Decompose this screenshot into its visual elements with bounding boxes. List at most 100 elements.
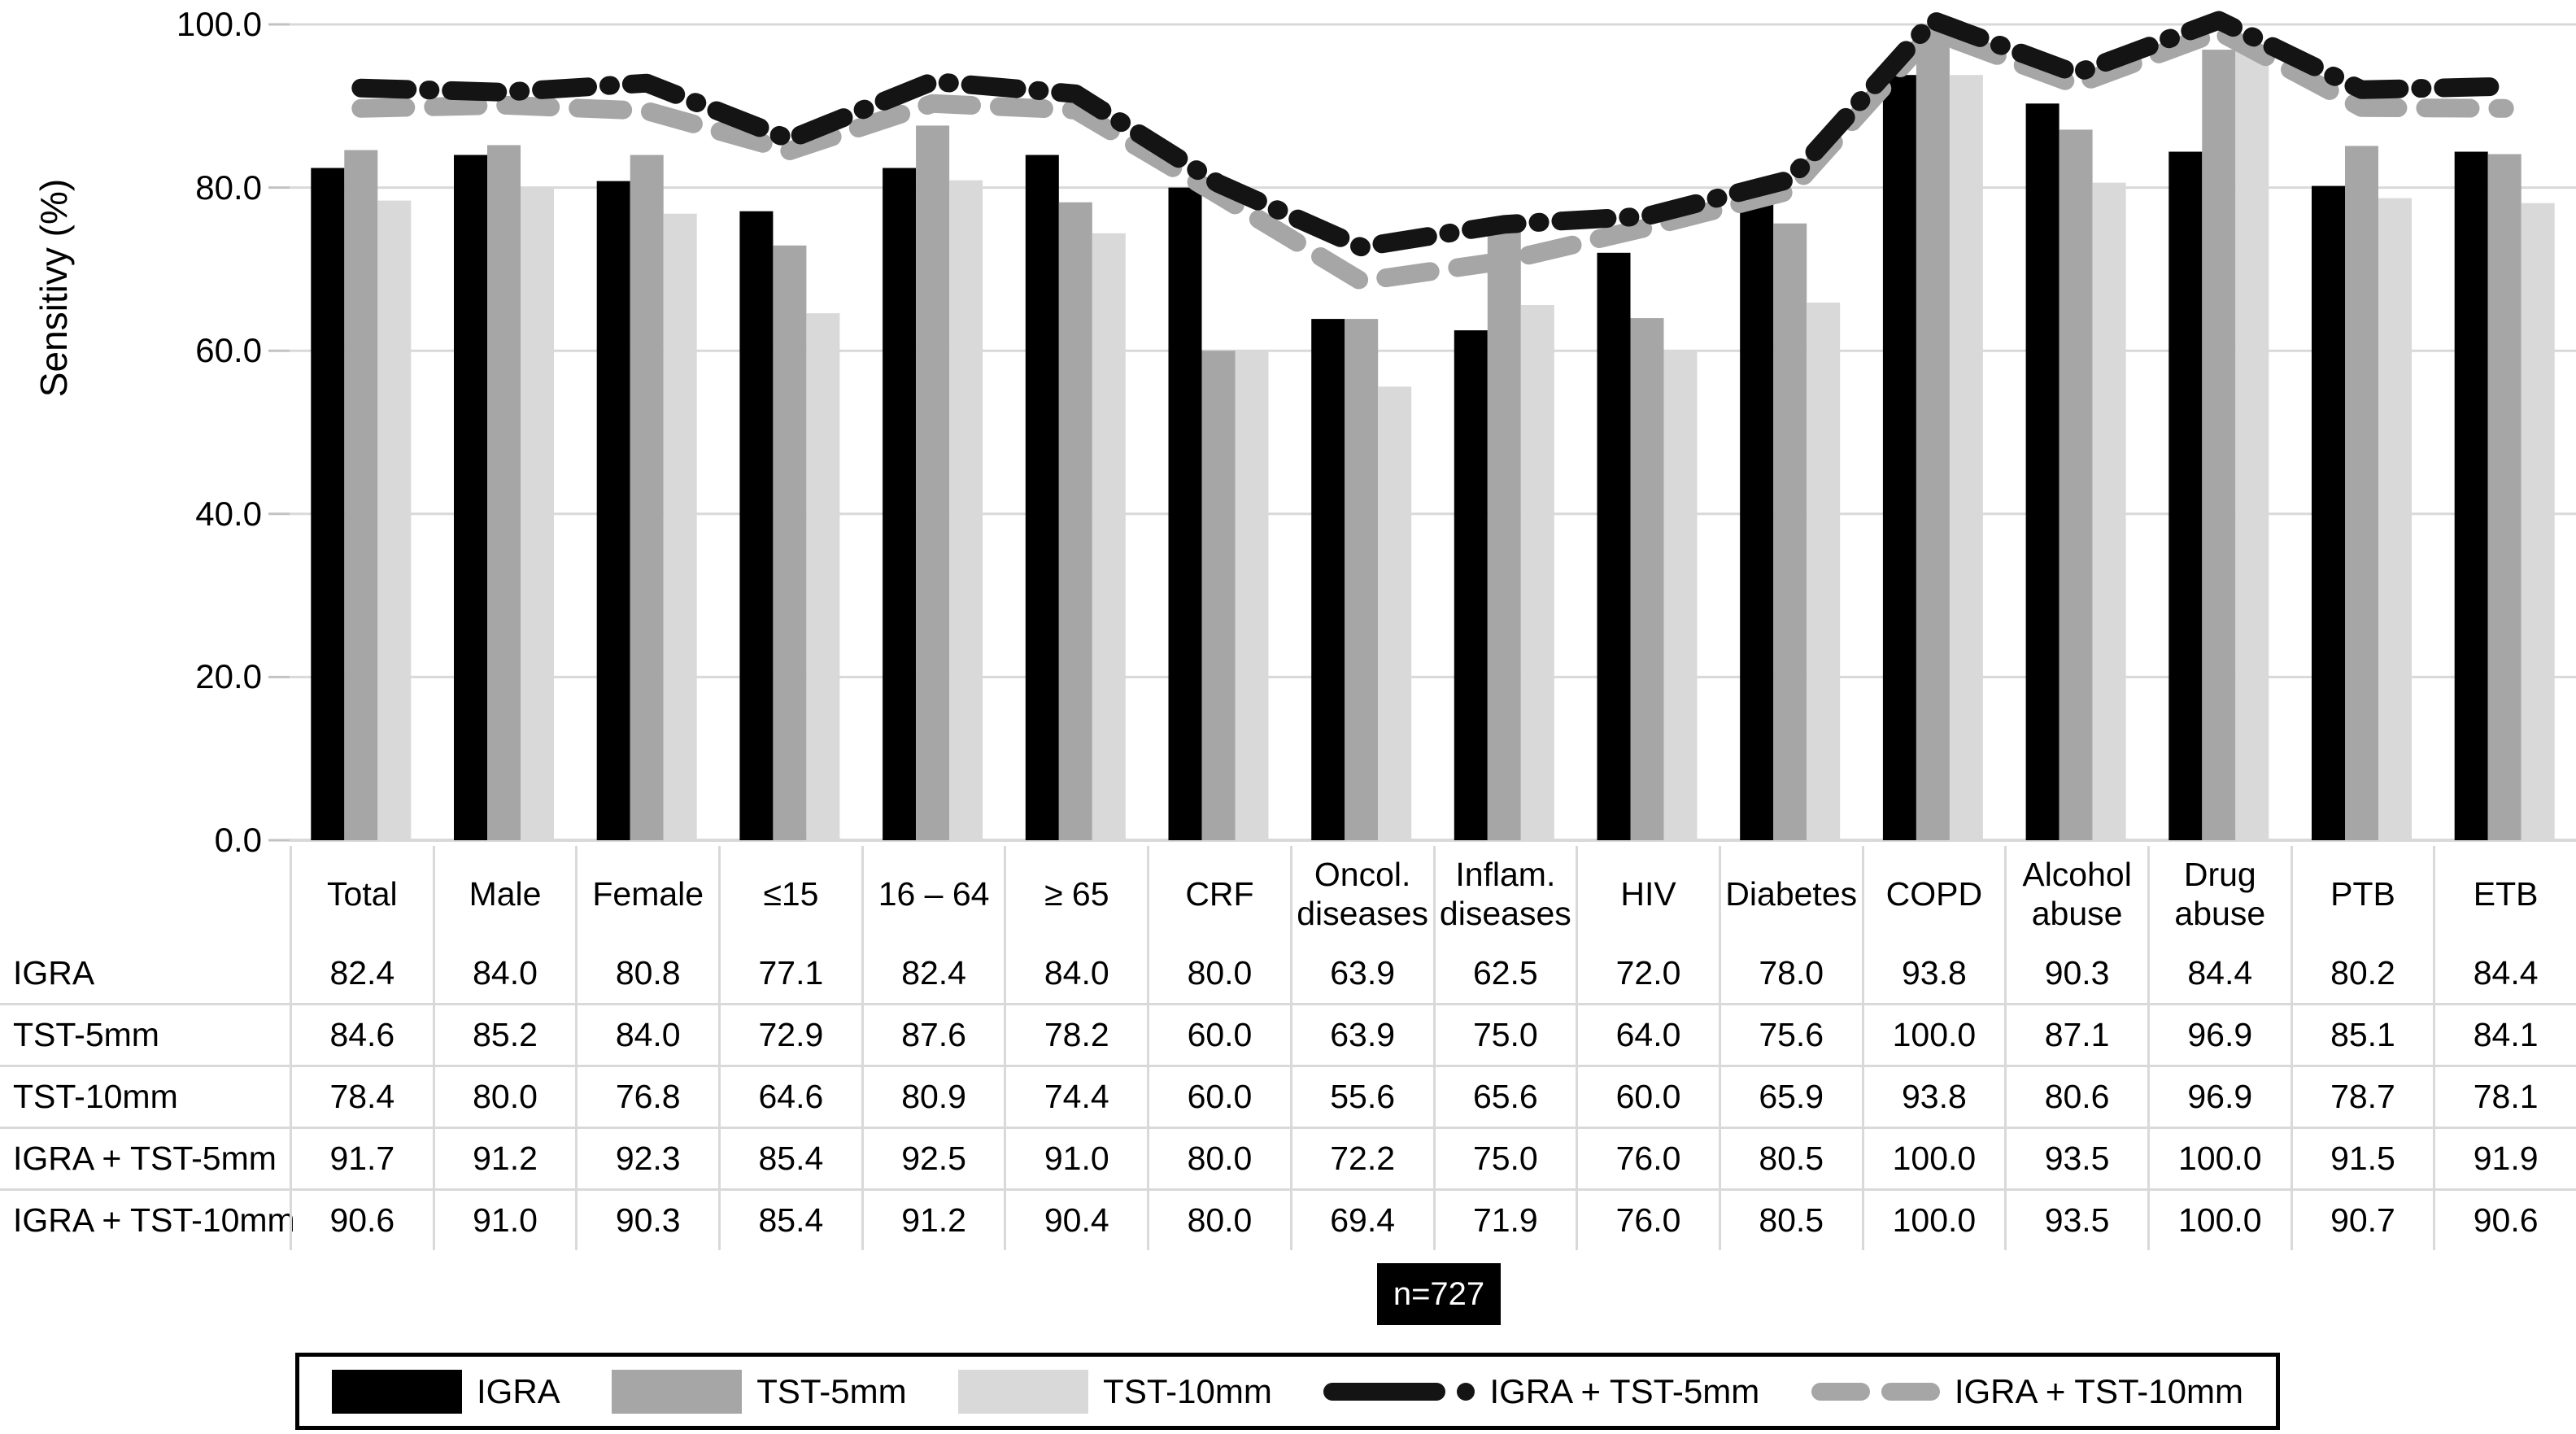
table-cell: 91.5 bbox=[2291, 1129, 2434, 1188]
legend-item-IGRA + TST-10mm: IGRA + TST-10mm bbox=[1811, 1372, 2243, 1411]
bar-TST-10mm-Diabetes bbox=[1807, 303, 1840, 840]
bar-TST-5mm-Diabetes bbox=[1773, 224, 1807, 840]
table-cell: 63.9 bbox=[1290, 944, 1433, 1003]
data-table: TotalMaleFemale≤1516 – 64≥ 65CRFOncol.di… bbox=[0, 846, 2576, 1250]
table-cell: 85.4 bbox=[718, 1191, 861, 1250]
legend-item-IGRA: IGRA bbox=[332, 1370, 560, 1414]
column-header-Diabetes: Diabetes bbox=[1719, 846, 1862, 944]
bar-TST-5mm-PTB bbox=[2345, 146, 2378, 840]
bar-IGRA-Total bbox=[311, 168, 344, 841]
table-cell: 96.9 bbox=[2147, 1005, 2291, 1065]
bar-line-chart bbox=[0, 0, 2576, 850]
table-cell: 76.0 bbox=[1576, 1191, 1719, 1250]
bar-TST-5mm-Drug abuse bbox=[2202, 50, 2235, 840]
table-cell: 78.4 bbox=[290, 1067, 433, 1127]
table-cell: 82.4 bbox=[861, 944, 1005, 1003]
figure: Sensitivy (%) 0.020.040.060.080.0100.0 T… bbox=[0, 0, 2576, 1434]
bar-IGRA-PTB bbox=[2312, 186, 2345, 840]
table-header-row: TotalMaleFemale≤1516 – 64≥ 65CRFOncol.di… bbox=[0, 846, 2576, 944]
legend-label: IGRA + TST-5mm bbox=[1489, 1372, 1759, 1411]
table-cell: 80.0 bbox=[1147, 944, 1290, 1003]
table-cell: 80.5 bbox=[1719, 1129, 1862, 1188]
bar-TST-10mm-Total bbox=[377, 201, 411, 840]
table-cell: 87.6 bbox=[861, 1005, 1005, 1065]
table-cell: 93.8 bbox=[1862, 1067, 2005, 1127]
legend-line-sample-icon bbox=[1323, 1383, 1475, 1401]
table-cell: 60.0 bbox=[1147, 1005, 1290, 1065]
table-row-IGRA + TST-5mm: IGRA + TST-5mm91.791.292.385.492.591.080… bbox=[0, 1127, 2576, 1188]
bar-IGRA-Male bbox=[454, 155, 487, 841]
legend-item-IGRA + TST-5mm: IGRA + TST-5mm bbox=[1323, 1372, 1759, 1411]
table-cell: 90.3 bbox=[575, 1191, 718, 1250]
bar-TST-10mm-Female bbox=[664, 214, 697, 840]
table-corner-cell bbox=[0, 846, 290, 944]
column-header-Drug abuse: Drugabuse bbox=[2147, 846, 2291, 944]
table-cell: 80.5 bbox=[1719, 1191, 1862, 1250]
bar-TST-10mm-Drug abuse bbox=[2235, 50, 2269, 840]
table-cell: 80.0 bbox=[1147, 1129, 1290, 1188]
bar-IGRA-Drug abuse bbox=[2168, 152, 2202, 841]
column-header-Female: Female bbox=[575, 846, 718, 944]
table-row-IGRA: IGRA82.484.080.877.182.484.080.063.962.5… bbox=[0, 944, 2576, 1003]
row-label: TST-10mm bbox=[0, 1067, 290, 1127]
table-cell: 100.0 bbox=[1862, 1191, 2005, 1250]
legend-swatch-icon bbox=[612, 1370, 742, 1414]
table-cell: 80.0 bbox=[433, 1067, 576, 1127]
bar-TST-10mm-PTB bbox=[2378, 198, 2412, 840]
sample-size-badge: n=727 bbox=[1377, 1263, 1501, 1325]
bar-IGRA-Inflam. diseases bbox=[1454, 330, 1488, 840]
table-cell: 91.2 bbox=[433, 1129, 576, 1188]
legend-line-sample-icon bbox=[1811, 1383, 1940, 1401]
table-cell: 71.9 bbox=[1433, 1191, 1576, 1250]
table-cell: 64.6 bbox=[718, 1067, 861, 1127]
table-cell: 90.6 bbox=[290, 1191, 433, 1250]
table-row-TST-10mm: TST-10mm78.480.076.864.680.974.460.055.6… bbox=[0, 1065, 2576, 1127]
bar-IGRA-≥ 65 bbox=[1026, 155, 1059, 841]
column-header-Oncol. diseases: Oncol.diseases bbox=[1290, 846, 1433, 944]
table-cell: 90.7 bbox=[2291, 1191, 2434, 1250]
bar-IGRA-Alcohol abuse bbox=[2026, 103, 2059, 840]
bar-TST-5mm-Male bbox=[487, 145, 521, 840]
table-cell: 85.1 bbox=[2291, 1005, 2434, 1065]
bar-IGRA-ETB bbox=[2455, 152, 2488, 841]
bar-TST-5mm-≥ 65 bbox=[1059, 203, 1092, 840]
bar-TST-5mm-Female bbox=[630, 155, 664, 841]
column-header-HIV: HIV bbox=[1576, 846, 1719, 944]
bar-TST-10mm-Inflam. diseases bbox=[1521, 305, 1554, 840]
column-header-PTB: PTB bbox=[2291, 846, 2434, 944]
table-cell: 93.8 bbox=[1862, 944, 2005, 1003]
table-cell: 91.2 bbox=[861, 1191, 1005, 1250]
bar-TST-5mm-16 – 64 bbox=[916, 125, 949, 840]
bar-IGRA-Diabetes bbox=[1740, 204, 1773, 840]
bar-TST-5mm-≤15 bbox=[773, 246, 806, 840]
table-cell: 80.0 bbox=[1147, 1191, 1290, 1250]
table-cell: 100.0 bbox=[1862, 1005, 2005, 1065]
bar-TST-10mm-ETB bbox=[2522, 203, 2555, 840]
table-cell: 90.4 bbox=[1004, 1191, 1147, 1250]
legend-swatch-icon bbox=[958, 1370, 1088, 1414]
table-cell: 72.2 bbox=[1290, 1129, 1433, 1188]
column-header-≥ 65: ≥ 65 bbox=[1004, 846, 1147, 944]
table-cell: 84.1 bbox=[2433, 1005, 2576, 1065]
table-cell: 91.9 bbox=[2433, 1129, 2576, 1188]
table-cell: 91.7 bbox=[290, 1129, 433, 1188]
table-cell: 90.3 bbox=[2004, 944, 2147, 1003]
bar-TST-5mm-Inflam. diseases bbox=[1488, 229, 1521, 840]
table-cell: 75.0 bbox=[1433, 1129, 1576, 1188]
table-cell: 80.6 bbox=[2004, 1067, 2147, 1127]
table-cell: 55.6 bbox=[1290, 1067, 1433, 1127]
table-cell: 84.6 bbox=[290, 1005, 433, 1065]
bar-TST-10mm-Alcohol abuse bbox=[2093, 183, 2126, 840]
legend: IGRATST-5mmTST-10mmIGRA + TST-5mmIGRA + … bbox=[295, 1353, 2280, 1430]
bar-TST-10mm-HIV bbox=[1664, 351, 1698, 840]
column-header-COPD: COPD bbox=[1862, 846, 2005, 944]
table-cell: 78.7 bbox=[2291, 1067, 2434, 1127]
table-cell: 60.0 bbox=[1147, 1067, 1290, 1127]
column-header-CRF: CRF bbox=[1147, 846, 1290, 944]
table-cell: 78.1 bbox=[2433, 1067, 2576, 1127]
table-cell: 96.9 bbox=[2147, 1067, 2291, 1127]
table-cell: 85.2 bbox=[433, 1005, 576, 1065]
bar-TST-5mm-ETB bbox=[2488, 155, 2522, 841]
table-cell: 87.1 bbox=[2004, 1005, 2147, 1065]
table-cell: 77.1 bbox=[718, 944, 861, 1003]
